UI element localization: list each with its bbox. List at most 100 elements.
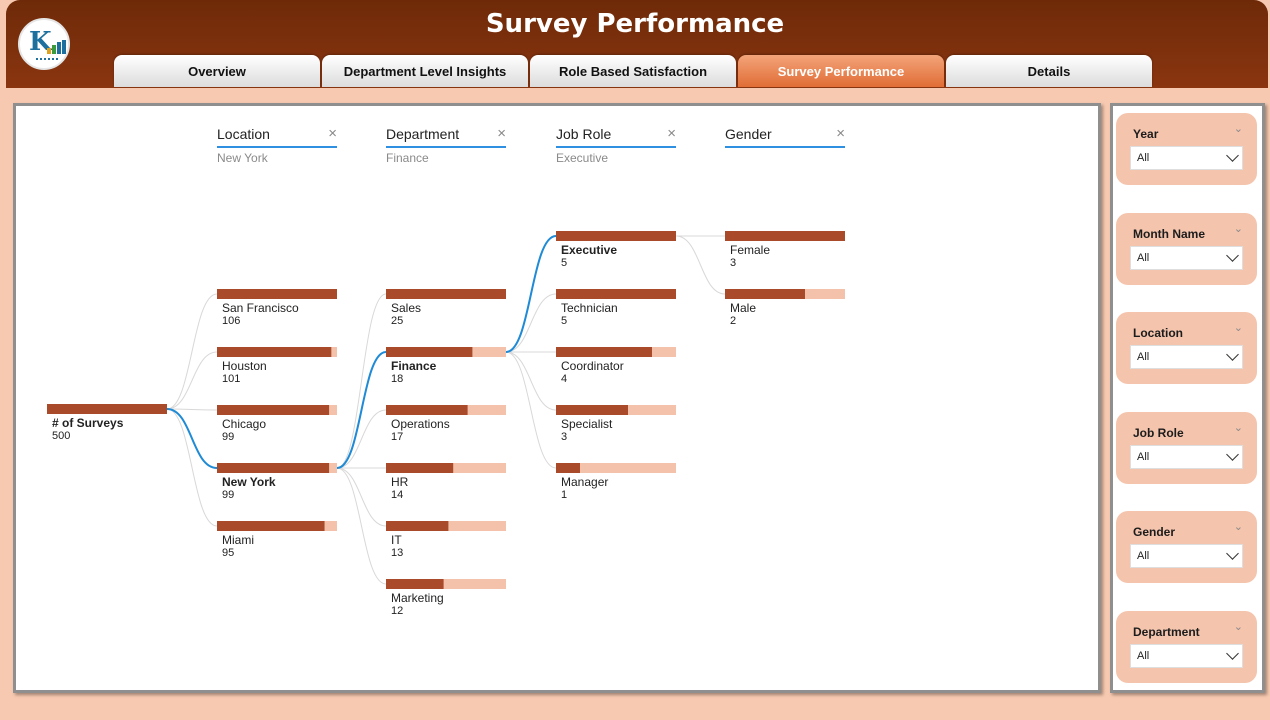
level-selected-value: Finance — [386, 151, 429, 165]
tree-link — [675, 235, 726, 295]
logo-mark-icon: K — [29, 27, 52, 57]
slicer-job-role: Job Role ⌄ All — [1116, 412, 1257, 484]
node-value: 2 — [730, 315, 736, 327]
close-icon[interactable]: × — [667, 125, 676, 142]
chevron-down-icon[interactable]: ⌄ — [1233, 422, 1243, 434]
node-value: 5 — [561, 257, 567, 269]
bar-fill — [217, 289, 337, 299]
page-title: Survey Performance — [485, 9, 785, 39]
job-role-dropdown[interactable]: All — [1130, 445, 1243, 469]
tab-role-based-satisfaction[interactable]: Role Based Satisfaction — [530, 55, 736, 87]
node-label: Executive — [561, 243, 617, 257]
dropdown-value: All — [1137, 351, 1150, 363]
tree-link — [336, 293, 387, 469]
bar-track — [386, 579, 506, 589]
chevron-down-icon[interactable]: ⌄ — [1233, 322, 1243, 334]
chevron-down-icon[interactable]: ⌄ — [1233, 621, 1243, 633]
bar-fill — [725, 289, 805, 299]
node-label: Sales — [391, 301, 421, 315]
dropdown-value: All — [1137, 650, 1150, 662]
logo-dots-icon — [36, 58, 58, 60]
dropdown-value: All — [1137, 451, 1150, 463]
slicer-title: Year — [1133, 127, 1159, 141]
node-value: 99 — [222, 431, 234, 443]
node-label: Finance — [391, 359, 437, 373]
level-header-label: Department — [386, 126, 460, 142]
slicer-gender: Gender ⌄ All — [1116, 511, 1257, 583]
dropdown-value: All — [1137, 550, 1150, 562]
close-icon[interactable]: × — [836, 125, 845, 142]
bar-fill — [386, 521, 449, 531]
bar-fill — [386, 579, 444, 589]
close-icon[interactable]: × — [497, 125, 506, 142]
bar-fill — [386, 347, 473, 357]
chevron-down-icon[interactable]: ⌄ — [1233, 521, 1243, 533]
tab-overview[interactable]: Overview — [114, 55, 320, 87]
node-label: IT — [391, 533, 402, 547]
level-selected-value: Executive — [556, 151, 609, 165]
tree-link — [166, 351, 218, 410]
tab-department-level-insights[interactable]: Department Level Insights — [322, 55, 528, 87]
level-header-label: Gender — [725, 126, 772, 142]
level-header-location: Location × New York — [217, 125, 337, 165]
tree-link — [505, 351, 557, 469]
month-name-dropdown[interactable]: All — [1130, 246, 1243, 270]
slicer-title: Location — [1133, 326, 1183, 340]
level-header-underline — [217, 146, 337, 148]
tab-details[interactable]: Details — [946, 55, 1152, 87]
node-label: Specialist — [561, 417, 613, 431]
bar-fill — [217, 347, 332, 357]
chevron-down-icon[interactable]: ⌄ — [1233, 223, 1243, 235]
node-value: 95 — [222, 547, 234, 559]
level-header-label: Job Role — [556, 126, 612, 142]
gender-dropdown[interactable]: All — [1130, 544, 1243, 568]
level-header-underline — [556, 146, 676, 148]
node-value: 4 — [561, 373, 567, 385]
slicer-title: Job Role — [1133, 426, 1184, 440]
chevron-down-icon[interactable]: ⌄ — [1233, 123, 1243, 135]
bar-fill — [386, 463, 454, 473]
bar-fill — [217, 463, 330, 473]
tab-survey-performance[interactable]: Survey Performance — [738, 55, 944, 87]
level-header-job-role: Job Role × Executive — [556, 125, 676, 165]
node-label: HR — [391, 475, 409, 489]
close-icon[interactable]: × — [328, 125, 337, 142]
node-label: Chicago — [222, 417, 266, 431]
location-dropdown[interactable]: All — [1130, 345, 1243, 369]
year-dropdown[interactable]: All — [1130, 146, 1243, 170]
node-label: Miami — [222, 533, 254, 547]
node-label: Operations — [391, 417, 450, 431]
department-dropdown[interactable]: All — [1130, 644, 1243, 668]
node-value: 13 — [391, 547, 403, 559]
node-value: 14 — [391, 489, 403, 501]
node-value: 106 — [222, 315, 240, 327]
node-label: Coordinator — [561, 359, 624, 373]
node-value: 3 — [561, 431, 567, 443]
slicer-department: Department ⌄ All — [1116, 611, 1257, 683]
dropdown-value: All — [1137, 252, 1150, 264]
slicer-year: Year ⌄ All — [1116, 113, 1257, 185]
level-header-underline — [725, 146, 845, 148]
bar-track — [556, 463, 676, 473]
tree-link — [166, 408, 218, 527]
